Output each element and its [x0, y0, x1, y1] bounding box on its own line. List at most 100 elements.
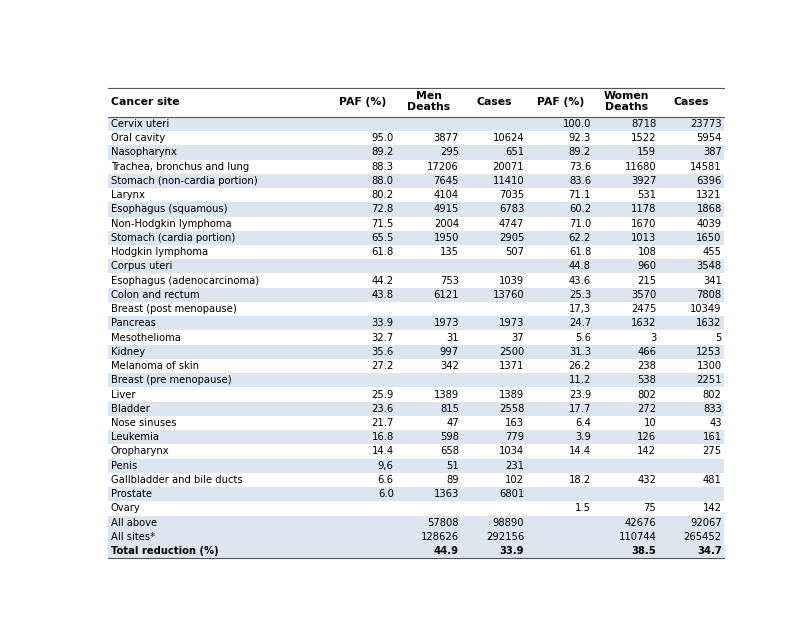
- Bar: [108, 88, 724, 117]
- Text: 6396: 6396: [696, 176, 721, 186]
- Text: 997: 997: [440, 346, 459, 357]
- Bar: [108, 288, 724, 302]
- Text: 89.2: 89.2: [569, 147, 591, 158]
- Text: 16.8: 16.8: [372, 432, 393, 442]
- Text: 2558: 2558: [499, 404, 524, 414]
- Text: 4747: 4747: [499, 219, 524, 229]
- Text: 35.6: 35.6: [372, 346, 393, 357]
- Text: 43: 43: [709, 418, 721, 428]
- Bar: [108, 231, 724, 245]
- Text: Trachea, bronchus and lung: Trachea, bronchus and lung: [110, 162, 249, 171]
- Text: 11410: 11410: [492, 176, 524, 186]
- Text: 538: 538: [638, 375, 656, 386]
- Bar: [108, 515, 724, 530]
- Bar: [108, 544, 724, 558]
- Text: Total reduction (%): Total reduction (%): [110, 546, 218, 556]
- Text: 833: 833: [703, 404, 721, 414]
- Text: 342: 342: [440, 361, 459, 371]
- Text: 14.4: 14.4: [569, 447, 591, 457]
- Bar: [108, 345, 724, 359]
- Text: 1973: 1973: [499, 318, 524, 328]
- Text: 3.9: 3.9: [575, 432, 591, 442]
- Text: 3548: 3548: [696, 261, 721, 272]
- Text: 88.0: 88.0: [372, 176, 393, 186]
- Text: 598: 598: [440, 432, 459, 442]
- Bar: [108, 259, 724, 273]
- Text: 1389: 1389: [499, 389, 524, 399]
- Text: 960: 960: [638, 261, 656, 272]
- Text: 110744: 110744: [618, 532, 656, 542]
- Text: 32.7: 32.7: [372, 333, 393, 343]
- Text: 80.2: 80.2: [372, 190, 393, 200]
- Text: 23.6: 23.6: [372, 404, 393, 414]
- Text: 10624: 10624: [492, 133, 524, 143]
- Text: 98890: 98890: [492, 518, 524, 528]
- Text: 3: 3: [650, 333, 656, 343]
- Text: 161: 161: [703, 432, 721, 442]
- Text: Kidney: Kidney: [110, 346, 145, 357]
- Text: 5: 5: [715, 333, 721, 343]
- Text: 1389: 1389: [434, 389, 459, 399]
- Text: Prostate: Prostate: [110, 489, 152, 499]
- Text: Liver: Liver: [110, 389, 135, 399]
- Text: 135: 135: [440, 247, 459, 257]
- Text: 31: 31: [447, 333, 459, 343]
- Text: 44.2: 44.2: [372, 275, 393, 285]
- Text: 57808: 57808: [427, 518, 459, 528]
- Text: Non-Hodgkin lymphoma: Non-Hodgkin lymphoma: [110, 219, 231, 229]
- Text: Penis: Penis: [110, 461, 137, 471]
- Bar: [108, 373, 724, 387]
- Text: 13760: 13760: [492, 290, 524, 300]
- Text: 43.6: 43.6: [569, 275, 591, 285]
- Bar: [108, 245, 724, 259]
- Text: 33.9: 33.9: [372, 318, 393, 328]
- Text: 17.7: 17.7: [569, 404, 591, 414]
- Text: 2500: 2500: [499, 346, 524, 357]
- Text: 102: 102: [505, 475, 524, 485]
- Text: PAF (%): PAF (%): [537, 96, 584, 106]
- Text: 651: 651: [505, 147, 524, 158]
- Text: 9,6: 9,6: [378, 461, 393, 471]
- Text: 1650: 1650: [696, 233, 721, 243]
- Text: 11.2: 11.2: [569, 375, 591, 386]
- Text: 142: 142: [703, 503, 721, 513]
- Text: 387: 387: [703, 147, 721, 158]
- Text: 38.5: 38.5: [632, 546, 656, 556]
- Text: 2004: 2004: [434, 219, 459, 229]
- Text: Cervix uteri: Cervix uteri: [110, 119, 169, 129]
- Text: 159: 159: [638, 147, 656, 158]
- Text: 1973: 1973: [434, 318, 459, 328]
- Text: 1670: 1670: [631, 219, 656, 229]
- Text: 1178: 1178: [631, 204, 656, 214]
- Text: 4039: 4039: [696, 219, 721, 229]
- Text: 8718: 8718: [631, 119, 656, 129]
- Text: 3927: 3927: [631, 176, 656, 186]
- Text: 802: 802: [703, 389, 721, 399]
- Text: 42676: 42676: [625, 518, 656, 528]
- Text: 65.5: 65.5: [372, 233, 393, 243]
- Text: 88.3: 88.3: [372, 162, 393, 171]
- Text: 71.5: 71.5: [372, 219, 393, 229]
- Text: 43.8: 43.8: [372, 290, 393, 300]
- Bar: [108, 316, 724, 330]
- Text: All sites*: All sites*: [110, 532, 155, 542]
- Text: 6.0: 6.0: [378, 489, 393, 499]
- Text: 507: 507: [505, 247, 524, 257]
- Text: 33.9: 33.9: [500, 546, 524, 556]
- Bar: [108, 202, 724, 217]
- Text: 60.2: 60.2: [569, 204, 591, 214]
- Text: 1.5: 1.5: [575, 503, 591, 513]
- Text: 1013: 1013: [631, 233, 656, 243]
- Text: 1868: 1868: [696, 204, 721, 214]
- Text: 6783: 6783: [499, 204, 524, 214]
- Bar: [108, 359, 724, 373]
- Text: 17,3: 17,3: [569, 304, 591, 314]
- Text: 142: 142: [638, 447, 656, 457]
- Bar: [108, 146, 724, 159]
- Text: 126: 126: [638, 432, 656, 442]
- Text: 17206: 17206: [427, 162, 459, 171]
- Text: 71.1: 71.1: [569, 190, 591, 200]
- Text: Oropharynx: Oropharynx: [110, 447, 169, 457]
- Text: 455: 455: [703, 247, 721, 257]
- Text: 275: 275: [703, 447, 721, 457]
